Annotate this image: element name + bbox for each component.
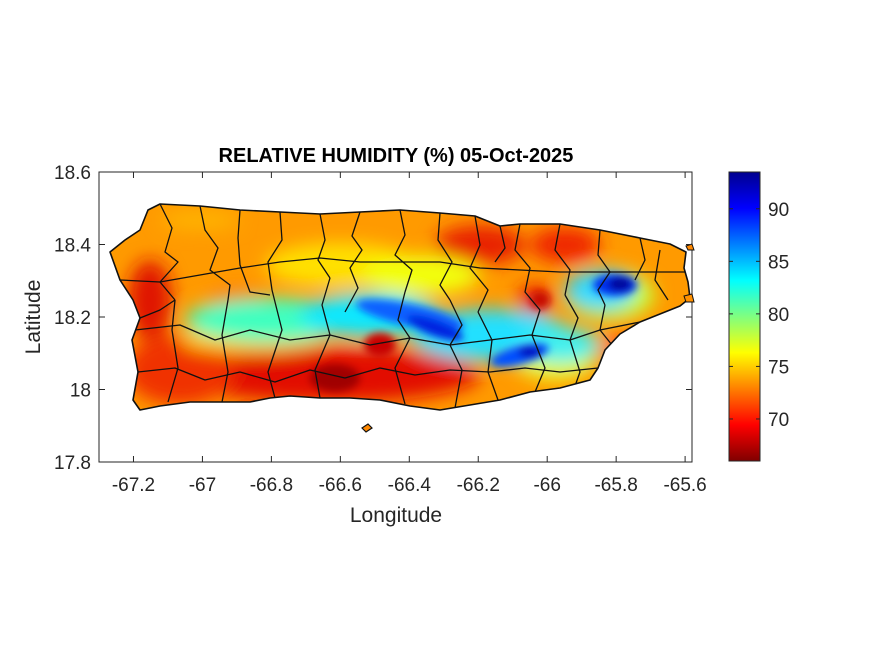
colorbar-ticks: 70 75 80 85 90 xyxy=(729,200,789,431)
y-axis-label: Latitude xyxy=(22,280,45,355)
x-tick-label: -66 xyxy=(533,475,560,496)
x-tick-label: -67.2 xyxy=(112,475,155,496)
y-tick-label: 18.6 xyxy=(54,163,91,184)
colorbar-tick-label: 90 xyxy=(768,200,789,221)
y-axis: 17.8 18 18.2 18.4 18.6 xyxy=(54,163,692,474)
x-tick-label: -65.6 xyxy=(663,475,706,496)
x-tick-label: -66.2 xyxy=(457,475,500,496)
x-tick-label: -67 xyxy=(189,475,216,496)
x-axis-label: Longitude xyxy=(350,504,442,527)
municipality-boundaries xyxy=(119,204,686,409)
y-tick-label: 18.4 xyxy=(54,236,91,257)
x-tick-label: -66.8 xyxy=(250,475,293,496)
y-tick-label: 18.2 xyxy=(54,308,91,329)
colorbar-tick-label: 70 xyxy=(768,410,789,431)
colorbar-tick-label: 80 xyxy=(768,305,789,326)
offshore-island xyxy=(361,423,373,433)
x-axis: -67.2 -67 -66.8 -66.6 -66.4 -66.2 -66 -65.8 -65.… xyxy=(112,172,707,496)
x-tick-label: -66.4 xyxy=(388,475,432,496)
colorbar-tick-label: 85 xyxy=(768,252,789,273)
offshore-island xyxy=(683,293,695,303)
y-tick-label: 17.8 xyxy=(54,453,91,474)
colorbar xyxy=(728,171,761,462)
y-tick-label: 18 xyxy=(70,381,91,402)
colorbar-tick-label: 75 xyxy=(768,357,789,378)
x-tick-label: -65.8 xyxy=(594,475,637,496)
chart-title: RELATIVE HUMIDITY (%) 05-Oct-2025 xyxy=(219,145,574,167)
x-tick-label: -66.6 xyxy=(319,475,362,496)
